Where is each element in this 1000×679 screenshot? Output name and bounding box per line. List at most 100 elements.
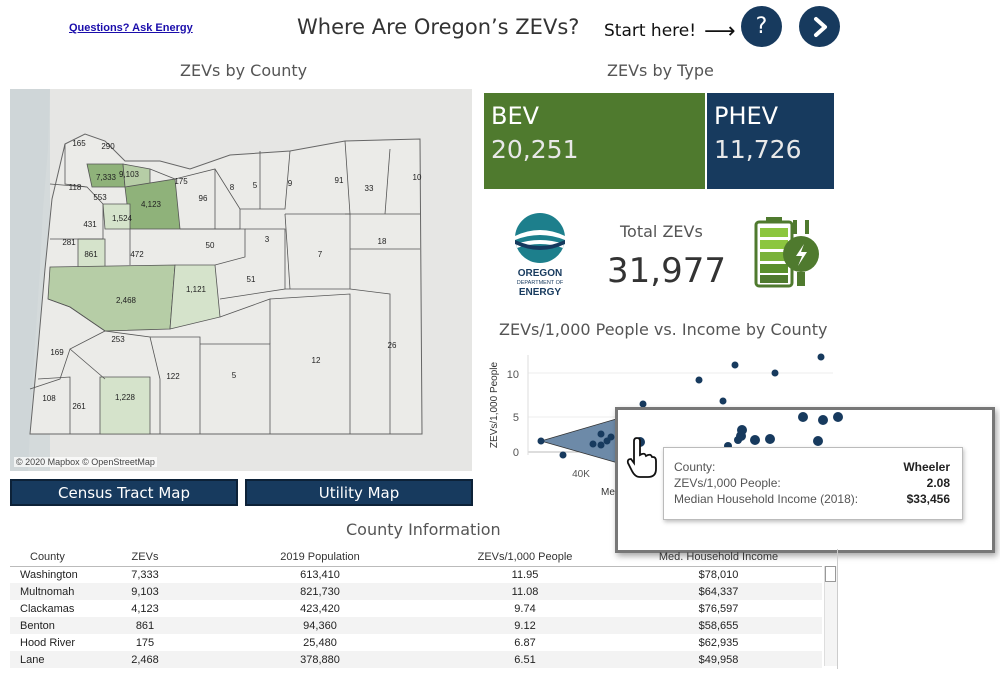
county-table[interactable]: County ZEVs 2019 Population ZEVs/1,000 P… <box>10 549 838 669</box>
battery-plug-icon <box>753 214 825 290</box>
total-zevs-label: Total ZEVs <box>620 222 703 241</box>
table-cell: Washington <box>20 568 78 581</box>
bev-label: BEV <box>491 102 540 130</box>
table-cell: 861 <box>85 617 205 634</box>
county-label: 51 <box>247 275 256 284</box>
table-row[interactable]: Washington 7,333 613,410 11.95 $78,010 <box>10 566 822 583</box>
table-header-row: County ZEVs 2019 Population ZEVs/1,000 P… <box>10 549 822 567</box>
county-label: 431 <box>83 220 97 229</box>
tooltip-county-label: County: <box>674 460 716 474</box>
table-cell: 11.95 <box>511 568 539 581</box>
bev-tile[interactable]: BEV 20,251 <box>484 93 705 189</box>
column-header[interactable]: ZEVs/1,000 People <box>435 549 615 567</box>
total-zevs-value: 31,977 <box>607 251 726 291</box>
type-title: ZEVs by Type <box>607 61 714 80</box>
table-cell: 94,360 <box>205 617 435 634</box>
county-label: 1,228 <box>115 393 136 402</box>
utility-map-button[interactable]: Utility Map <box>245 479 473 506</box>
county-label: 96 <box>199 194 208 203</box>
county-label: 169 <box>50 348 64 357</box>
column-header[interactable]: Med. Household Income <box>615 549 822 567</box>
table-cell: 9.74 <box>514 602 536 615</box>
county-label: 2,468 <box>116 296 137 305</box>
table-cell: 9.12 <box>435 617 615 634</box>
county-label: 122 <box>166 372 180 381</box>
bev-value: 20,251 <box>491 135 579 164</box>
county-label: 1,524 <box>112 214 133 223</box>
county-label: 3 <box>265 235 270 244</box>
table-cell: 2,468 <box>85 651 205 668</box>
oregon-map-svg[interactable]: 165 290 7,333 9,103 175 118 553 4,123 96… <box>10 89 472 471</box>
county-label: 91 <box>335 176 344 185</box>
table-cell: 378,880 <box>205 651 435 668</box>
table-cell: $62,935 <box>698 636 739 649</box>
county-label: 10 <box>413 173 422 182</box>
table-cell: Lane <box>10 651 85 668</box>
county-label: 9 <box>288 179 293 188</box>
scatter-points[interactable] <box>537 353 825 459</box>
county-label: 1,121 <box>186 285 207 294</box>
ask-energy-link[interactable]: Questions? Ask Energy <box>69 22 193 34</box>
table-scrollbar-thumb[interactable] <box>825 566 836 582</box>
table-scrollbar[interactable] <box>824 566 837 666</box>
table-cell: 4,123 <box>131 602 159 615</box>
county-label: 261 <box>72 402 86 411</box>
scatter-y-axis-label: ZEVs/1,000 People <box>489 361 500 448</box>
y-tick-label: 10 <box>507 369 519 381</box>
column-header[interactable]: ZEVs <box>85 549 205 567</box>
county-label: 253 <box>111 335 125 344</box>
map-title: ZEVs by County <box>180 61 308 80</box>
scatter-title: ZEVs/1,000 People vs. Income by County <box>499 320 828 339</box>
county-label: 26 <box>388 341 397 350</box>
phev-tile[interactable]: PHEV 11,726 <box>707 93 834 189</box>
hover-tooltip: County: Wheeler ZEVs/1,000 People: 2.08 … <box>663 447 963 520</box>
help-button[interactable]: ? <box>741 6 782 47</box>
table-cell: $78,010 <box>698 568 739 581</box>
table-cell: 6.51 <box>435 651 615 668</box>
table-cell: 7,333 <box>131 568 159 581</box>
census-tract-map-button[interactable]: Census Tract Map <box>10 479 238 506</box>
table-cell: $49,958 <box>615 651 822 668</box>
table-cell: 25,480 <box>303 636 337 649</box>
phev-value: 11,726 <box>714 135 802 164</box>
page-title: Where Are Oregon’s ZEVs? <box>297 15 580 39</box>
county-label: 5 <box>253 181 258 190</box>
table-cell: $76,597 <box>698 602 739 615</box>
logo-line-3: ENERGY <box>519 287 562 298</box>
table-row[interactable]: Hood River 175 25,480 6.87 $62,935 <box>10 634 822 651</box>
table-cell: 175 <box>135 636 155 649</box>
county-label: 861 <box>84 250 98 259</box>
logo-line-1: OREGON <box>518 268 562 279</box>
phev-label: PHEV <box>714 102 779 130</box>
table-row[interactable]: Benton 861 94,360 9.12 $58,655 <box>10 617 822 634</box>
tooltip-rate-label: ZEVs/1,000 People: <box>674 476 781 490</box>
column-header[interactable]: 2019 Population <box>205 549 435 567</box>
table-row[interactable]: Lane 2,468 378,880 6.51 $49,958 <box>10 651 822 668</box>
tooltip-rate-value: 2.08 <box>926 476 950 490</box>
table-cell: 423,420 <box>300 602 340 615</box>
table-cell: Hood River <box>20 636 76 649</box>
county-label: 33 <box>365 184 374 193</box>
table-row[interactable]: Clackamas 4,123 423,420 9.74 $76,597 <box>10 600 822 617</box>
county-label: 281 <box>62 238 76 247</box>
county-label: 118 <box>69 183 82 192</box>
table-row[interactable]: Multnomah 9,103 821,730 11.08 $64,337 <box>10 583 822 600</box>
oregon-energy-logo: OREGON DEPARTMENT OF ENERGY <box>505 210 575 300</box>
x-tick-label: 40K <box>572 469 590 480</box>
county-map[interactable]: 165 290 7,333 9,103 175 118 553 4,123 96… <box>10 89 472 471</box>
scatter-plot[interactable]: ZEVs/1,000 People 10 5 0 40K Me <box>483 345 843 505</box>
table-cell: 9,103 <box>85 583 205 600</box>
column-header[interactable]: County <box>10 549 85 567</box>
next-button[interactable] <box>799 6 840 47</box>
county-label: 7 <box>318 250 323 259</box>
y-tick-label: 5 <box>513 412 519 424</box>
table-cell: Clackamas <box>20 602 75 615</box>
table-cell: $58,655 <box>615 617 822 634</box>
question-mark-icon: ? <box>755 14 768 39</box>
tooltip-county-value: Wheeler <box>903 460 950 474</box>
y-tick-label: 0 <box>513 447 519 459</box>
county-label: 5 <box>232 371 237 380</box>
chevron-right-icon <box>813 16 827 37</box>
county-label: 7,333 <box>96 173 117 182</box>
table-cell: 613,410 <box>300 568 340 581</box>
